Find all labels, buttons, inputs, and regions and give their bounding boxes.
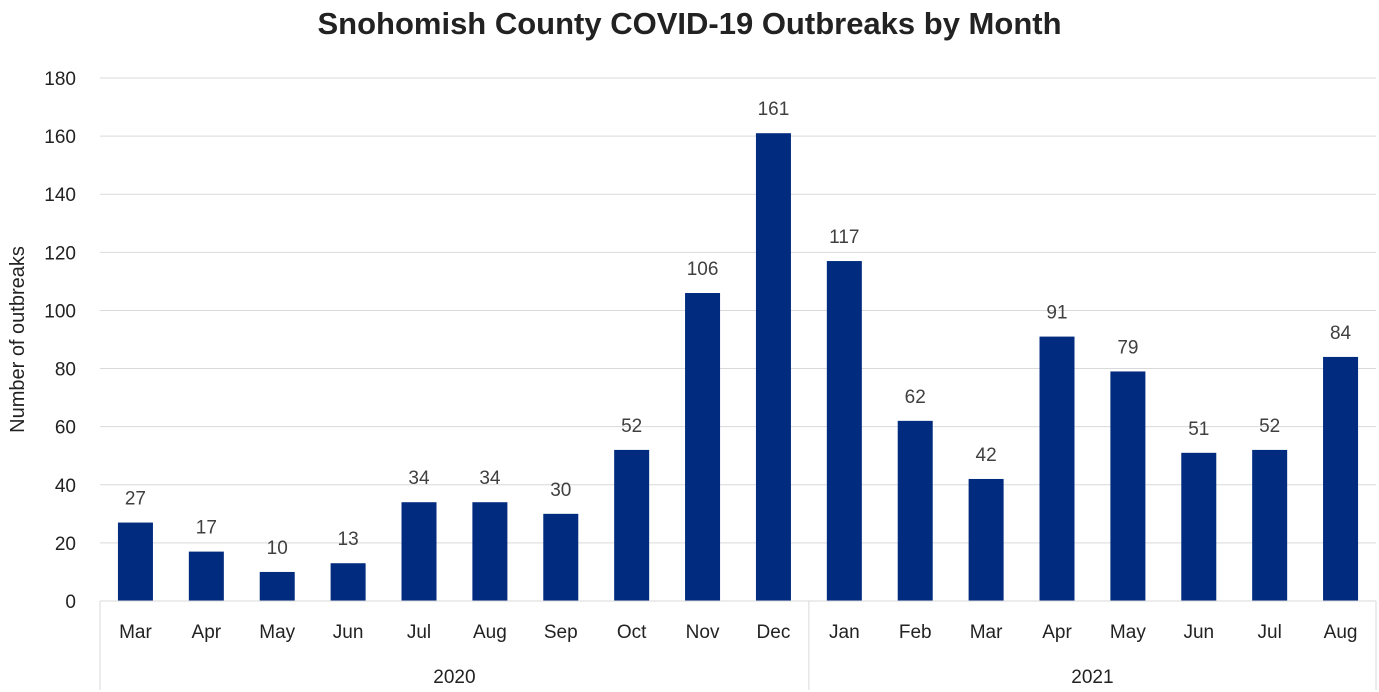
- y-axis-title: Number of outbreaks: [7, 246, 29, 433]
- bar: [188, 551, 224, 601]
- x-tick-label: Aug: [473, 622, 507, 643]
- x-tick-label: May: [1110, 622, 1146, 643]
- bar: [401, 502, 437, 601]
- data-label: 17: [196, 518, 217, 539]
- y-tick-label: 160: [44, 127, 76, 148]
- x-tick-label: Dec: [757, 622, 791, 643]
- bar: [826, 261, 862, 601]
- data-label: 161: [758, 99, 790, 120]
- y-tick-label: 140: [44, 185, 76, 206]
- x-tick-label: Mar: [970, 622, 1003, 643]
- data-label: 84: [1330, 323, 1352, 344]
- y-tick-label: 60: [55, 418, 76, 439]
- y-tick-label: 100: [44, 301, 76, 322]
- x-tick-label: Jul: [1258, 622, 1282, 643]
- data-label: 106: [687, 259, 719, 280]
- y-tick-label: 40: [55, 476, 76, 497]
- y-tick-label: 120: [44, 243, 76, 264]
- bar: [1039, 336, 1075, 601]
- data-label: 62: [905, 387, 926, 408]
- bar: [472, 502, 508, 601]
- data-label: 10: [267, 538, 288, 559]
- bar: [968, 478, 1004, 601]
- data-label: 117: [829, 227, 859, 248]
- data-label: 30: [550, 480, 571, 501]
- bar: [543, 513, 579, 601]
- data-label: 27: [125, 489, 146, 510]
- x-tick-label: Oct: [617, 622, 647, 643]
- x-group-label: 2020: [433, 667, 475, 688]
- x-tick-label: Apr: [192, 622, 222, 643]
- bar: [1181, 452, 1217, 601]
- x-tick-label: Jun: [333, 622, 364, 643]
- bar: [897, 420, 933, 601]
- data-label: 34: [408, 468, 430, 489]
- bar: [614, 449, 650, 601]
- bar: [117, 522, 153, 601]
- x-tick-label: Aug: [1324, 622, 1358, 643]
- x-tick-label: May: [259, 622, 295, 643]
- y-tick-label: 80: [55, 360, 76, 381]
- x-tick-label: Jul: [407, 622, 431, 643]
- data-label: 52: [621, 416, 642, 437]
- x-tick-label: Jan: [829, 622, 860, 643]
- data-label: 13: [338, 529, 359, 550]
- x-tick-label: Jun: [1183, 622, 1214, 643]
- data-label: 51: [1188, 419, 1209, 440]
- bar: [685, 293, 721, 601]
- data-label: 42: [976, 445, 997, 466]
- data-label: 79: [1117, 337, 1138, 358]
- y-tick-label: 0: [65, 592, 76, 613]
- data-label: 91: [1046, 303, 1067, 324]
- data-label: 52: [1259, 416, 1280, 437]
- bar: [1110, 371, 1146, 601]
- x-tick-label: Apr: [1042, 622, 1072, 643]
- bar: [1323, 356, 1359, 601]
- x-tick-label: Sep: [544, 622, 578, 643]
- bar: [1252, 449, 1288, 601]
- x-group-label: 2021: [1071, 667, 1113, 688]
- x-tick-label: Mar: [119, 622, 152, 643]
- x-tick-label: Nov: [686, 622, 720, 643]
- data-label: 34: [479, 468, 501, 489]
- bar: [330, 563, 366, 601]
- chart-title: Snohomish County COVID-19 Outbreaks by M…: [317, 6, 1062, 41]
- bar: [259, 571, 295, 601]
- y-tick-label: 180: [44, 69, 76, 90]
- x-tick-label: Feb: [899, 622, 932, 643]
- bar: [755, 133, 791, 601]
- y-tick-label: 20: [55, 534, 76, 555]
